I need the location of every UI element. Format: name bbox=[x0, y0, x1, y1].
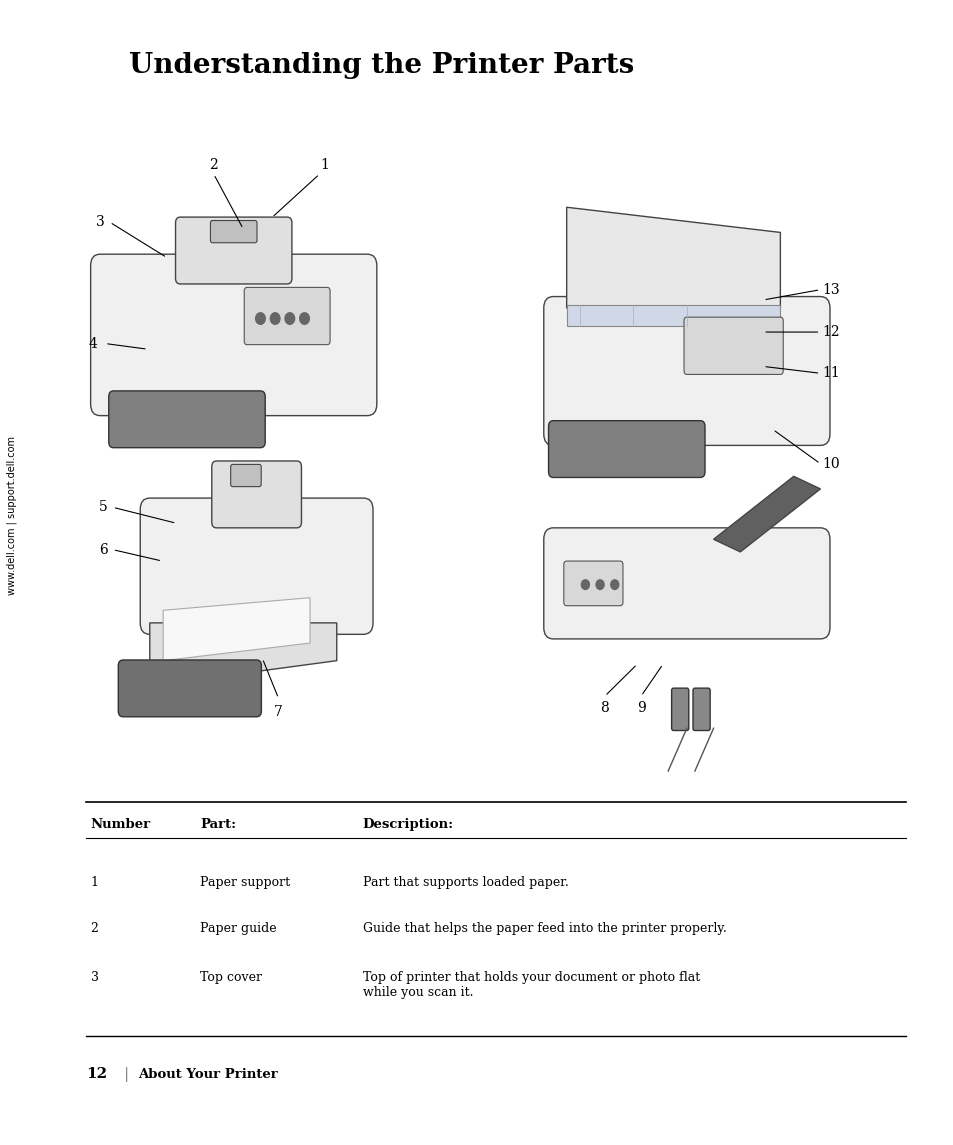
FancyBboxPatch shape bbox=[244, 287, 330, 345]
Polygon shape bbox=[566, 207, 780, 308]
Circle shape bbox=[610, 579, 618, 590]
FancyBboxPatch shape bbox=[91, 254, 376, 416]
FancyBboxPatch shape bbox=[140, 498, 373, 634]
FancyBboxPatch shape bbox=[543, 528, 829, 639]
Text: www.dell.com | support.dell.com: www.dell.com | support.dell.com bbox=[6, 436, 17, 594]
Text: Part that supports loaded paper.: Part that supports loaded paper. bbox=[362, 876, 568, 889]
Text: 13: 13 bbox=[821, 283, 839, 297]
FancyBboxPatch shape bbox=[109, 390, 265, 448]
Circle shape bbox=[285, 313, 294, 324]
Text: About Your Printer: About Your Printer bbox=[138, 1067, 277, 1081]
FancyBboxPatch shape bbox=[118, 660, 261, 717]
Text: 4: 4 bbox=[89, 337, 98, 350]
Text: |: | bbox=[124, 1066, 130, 1082]
FancyBboxPatch shape bbox=[212, 461, 301, 528]
Text: Part:: Part: bbox=[200, 818, 236, 831]
Circle shape bbox=[255, 313, 265, 324]
Text: Paper support: Paper support bbox=[200, 876, 290, 889]
Polygon shape bbox=[713, 476, 820, 552]
Text: 2: 2 bbox=[209, 158, 218, 172]
FancyBboxPatch shape bbox=[692, 688, 709, 731]
Text: Guide that helps the paper feed into the printer properly.: Guide that helps the paper feed into the… bbox=[362, 922, 725, 934]
Text: 12: 12 bbox=[821, 325, 839, 339]
Text: 11: 11 bbox=[821, 366, 840, 380]
Text: 2: 2 bbox=[91, 922, 98, 934]
Text: 5: 5 bbox=[98, 500, 108, 514]
Text: Paper guide: Paper guide bbox=[200, 922, 276, 934]
Text: 3: 3 bbox=[91, 971, 98, 984]
Text: 8: 8 bbox=[599, 701, 609, 714]
FancyBboxPatch shape bbox=[566, 306, 780, 325]
Text: 1: 1 bbox=[91, 876, 98, 889]
Circle shape bbox=[299, 313, 309, 324]
FancyBboxPatch shape bbox=[671, 688, 688, 731]
FancyBboxPatch shape bbox=[548, 420, 704, 477]
Polygon shape bbox=[150, 623, 336, 686]
FancyBboxPatch shape bbox=[683, 317, 782, 374]
FancyBboxPatch shape bbox=[563, 561, 622, 606]
FancyBboxPatch shape bbox=[543, 297, 829, 445]
Text: Top cover: Top cover bbox=[200, 971, 262, 984]
Text: Understanding the Printer Parts: Understanding the Printer Parts bbox=[129, 52, 634, 79]
Text: Top of printer that holds your document or photo flat
while you scan it.: Top of printer that holds your document … bbox=[362, 971, 700, 998]
FancyBboxPatch shape bbox=[211, 221, 256, 243]
Text: 6: 6 bbox=[98, 543, 108, 556]
FancyBboxPatch shape bbox=[175, 218, 292, 284]
Circle shape bbox=[270, 313, 279, 324]
Text: 3: 3 bbox=[95, 215, 105, 229]
Text: 9: 9 bbox=[636, 701, 645, 714]
Text: Description:: Description: bbox=[362, 818, 454, 831]
Circle shape bbox=[580, 579, 589, 590]
Text: Number: Number bbox=[91, 818, 151, 831]
Circle shape bbox=[596, 579, 603, 590]
Polygon shape bbox=[163, 598, 310, 661]
Text: 12: 12 bbox=[86, 1067, 107, 1081]
Text: 10: 10 bbox=[821, 457, 839, 471]
Text: 7: 7 bbox=[274, 705, 283, 719]
FancyBboxPatch shape bbox=[231, 465, 261, 487]
Text: 1: 1 bbox=[319, 158, 329, 172]
